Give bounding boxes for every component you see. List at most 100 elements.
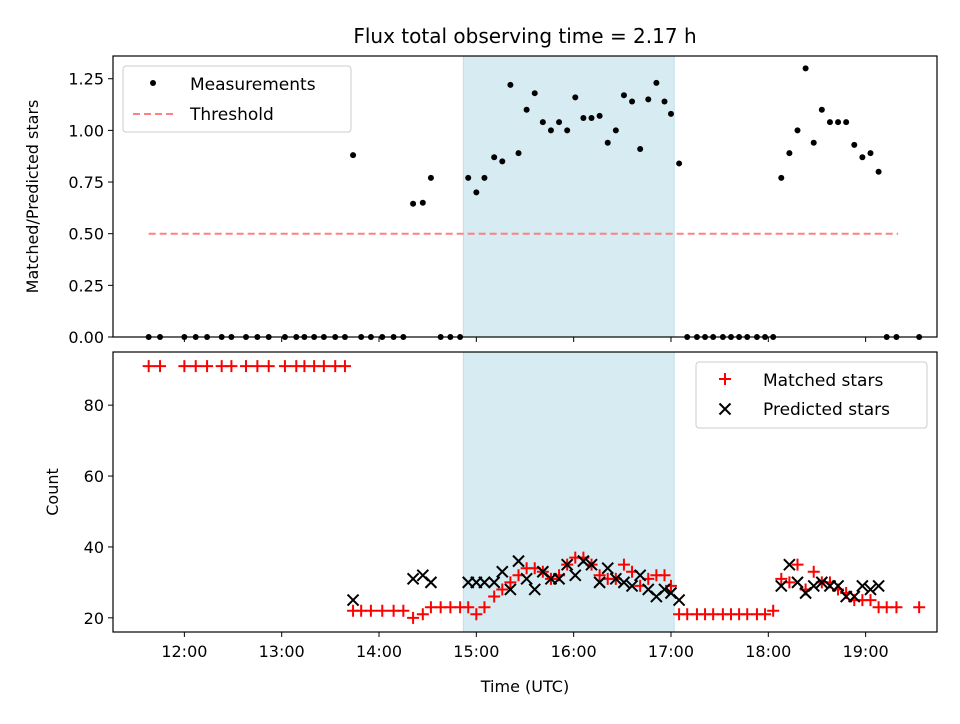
data-point	[617, 558, 630, 571]
data-point	[552, 572, 566, 586]
data-point	[507, 81, 514, 88]
data-point	[499, 158, 506, 165]
data-point	[794, 127, 801, 134]
data-point	[612, 127, 619, 134]
data-point	[346, 593, 360, 607]
series-2	[346, 554, 885, 607]
data-point	[604, 139, 611, 146]
data-point	[625, 579, 639, 593]
data-point	[577, 554, 590, 568]
data-point	[661, 98, 668, 105]
x-tick-label: 14:00	[356, 642, 402, 661]
data-point	[225, 360, 238, 373]
x-tick-label: 16:00	[551, 642, 597, 661]
legend-label: Predicted stars	[763, 400, 890, 420]
data-point	[818, 106, 825, 113]
data-point	[364, 604, 377, 617]
data-point	[487, 576, 501, 589]
chart-title: Flux total observing time = 2.17 h	[353, 24, 696, 48]
data-point	[848, 590, 861, 603]
data-point	[350, 152, 357, 159]
x-tick-label: 13:00	[259, 642, 305, 661]
data-point	[807, 579, 820, 593]
legend-label: Threshold	[189, 105, 274, 125]
data-point	[601, 561, 614, 575]
data-point	[658, 569, 671, 582]
legend-marker-measurements	[150, 80, 156, 86]
data-point	[851, 141, 858, 148]
data-point	[633, 569, 647, 582]
y-axis-label: Count	[43, 468, 62, 516]
data-point	[783, 558, 796, 571]
legend-box	[695, 361, 928, 429]
data-point	[419, 199, 426, 206]
data-point	[609, 572, 623, 586]
data-point	[775, 572, 788, 585]
x-tick-label: 17:00	[648, 642, 694, 661]
data-point	[397, 604, 410, 617]
data-point	[410, 200, 417, 207]
data-point	[512, 554, 525, 568]
data-point	[488, 590, 501, 603]
data-point	[778, 174, 785, 181]
data-point	[178, 360, 191, 373]
data-point	[859, 154, 866, 161]
data-point	[810, 139, 817, 146]
data-point	[424, 576, 438, 589]
data-point	[596, 112, 603, 119]
data-point	[531, 90, 538, 97]
data-point	[528, 583, 541, 596]
data-point	[504, 576, 517, 589]
data-point	[875, 168, 882, 175]
data-point	[815, 576, 829, 589]
legend-box	[122, 65, 352, 133]
data-point	[791, 558, 804, 571]
panel-1: 0.00 0.25 0.50 0.75 1.00 1.25 Matched/Predicte…	[23, 55, 938, 347]
data-point	[478, 576, 491, 589]
data-point	[201, 360, 214, 373]
data-point	[867, 150, 874, 157]
data-point	[676, 160, 683, 167]
shaded-region	[462, 55, 675, 338]
x-tick-label: 18:00	[745, 642, 791, 661]
data-point	[864, 583, 877, 596]
data-point	[617, 576, 631, 589]
data-point	[835, 119, 842, 126]
data-point	[462, 601, 475, 614]
y-tick-label: 60	[84, 467, 104, 486]
data-point	[802, 65, 809, 72]
data-point	[478, 601, 491, 614]
x-tick-label: 12:00	[161, 642, 207, 661]
data-point	[667, 110, 674, 117]
legend-marker-predicted	[718, 402, 732, 416]
data-point	[416, 608, 429, 621]
data-point	[807, 565, 820, 578]
y-tick-label: 1.00	[68, 121, 104, 140]
data-point	[523, 106, 530, 113]
data-point	[262, 360, 275, 373]
data-point	[672, 593, 686, 607]
legend-label: Matched stars	[763, 371, 883, 391]
data-point	[189, 360, 202, 373]
data-point	[251, 360, 264, 373]
data-point	[637, 145, 644, 152]
data-point	[240, 360, 253, 373]
data-point	[278, 360, 291, 373]
axes-frame	[112, 55, 938, 338]
data-point	[786, 150, 793, 157]
data-point	[843, 119, 850, 126]
data-point	[864, 594, 877, 607]
data-point	[556, 119, 563, 126]
data-point	[376, 604, 389, 617]
data-point	[759, 608, 772, 621]
data-point	[775, 579, 788, 593]
data-point	[470, 608, 483, 621]
data-point	[872, 579, 885, 593]
data-point	[913, 601, 926, 614]
data-point	[767, 604, 780, 617]
data-point	[496, 583, 509, 596]
data-point	[658, 583, 671, 596]
data-point	[154, 360, 167, 373]
x-tick-label: 19:00	[843, 642, 889, 661]
